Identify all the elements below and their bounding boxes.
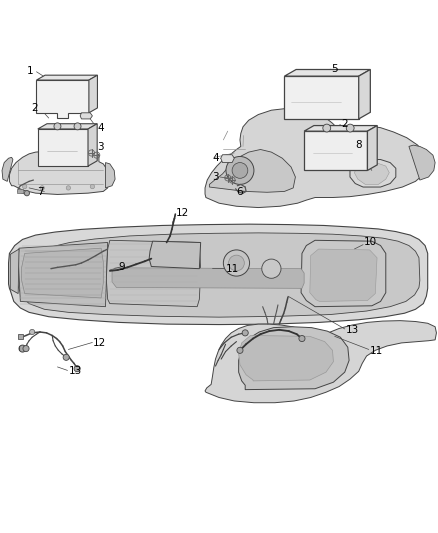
Text: 4: 4	[98, 123, 104, 133]
Polygon shape	[221, 155, 234, 163]
Polygon shape	[88, 124, 97, 166]
Polygon shape	[350, 159, 396, 187]
Polygon shape	[149, 241, 201, 269]
Circle shape	[232, 163, 248, 179]
Polygon shape	[304, 126, 377, 131]
Polygon shape	[10, 152, 108, 195]
Circle shape	[54, 123, 61, 130]
Polygon shape	[239, 335, 333, 381]
Circle shape	[226, 157, 254, 184]
Circle shape	[242, 330, 248, 336]
Circle shape	[29, 329, 35, 335]
Circle shape	[22, 184, 27, 189]
Circle shape	[66, 185, 71, 190]
Polygon shape	[18, 243, 108, 306]
Text: 7: 7	[37, 187, 43, 197]
Polygon shape	[17, 189, 23, 193]
Polygon shape	[89, 75, 97, 113]
Polygon shape	[409, 145, 435, 180]
Polygon shape	[106, 163, 115, 188]
Circle shape	[74, 366, 80, 372]
Polygon shape	[285, 76, 359, 119]
Polygon shape	[310, 249, 377, 302]
Polygon shape	[205, 321, 436, 403]
Polygon shape	[354, 164, 389, 184]
Polygon shape	[285, 69, 371, 76]
Polygon shape	[209, 149, 295, 192]
Text: 12: 12	[176, 208, 190, 218]
Circle shape	[23, 345, 29, 352]
Polygon shape	[11, 249, 19, 294]
Circle shape	[63, 354, 69, 360]
Text: 2: 2	[341, 119, 348, 129]
Circle shape	[19, 345, 26, 352]
Text: 6: 6	[237, 187, 243, 197]
Text: 11: 11	[226, 264, 239, 274]
Circle shape	[90, 184, 95, 189]
Text: 13: 13	[68, 366, 81, 376]
Text: 9: 9	[119, 262, 125, 272]
Polygon shape	[106, 240, 201, 306]
Polygon shape	[304, 131, 367, 171]
Polygon shape	[2, 157, 13, 181]
Polygon shape	[38, 129, 88, 166]
Polygon shape	[36, 80, 89, 118]
Polygon shape	[80, 113, 92, 119]
Polygon shape	[239, 327, 349, 390]
Circle shape	[229, 255, 244, 271]
Polygon shape	[301, 240, 386, 306]
Text: 12: 12	[93, 338, 106, 348]
Text: 4: 4	[212, 153, 219, 163]
Polygon shape	[36, 75, 97, 80]
Text: 3: 3	[212, 172, 219, 182]
Text: 8: 8	[355, 140, 362, 150]
Circle shape	[262, 259, 281, 278]
Circle shape	[346, 124, 354, 132]
Polygon shape	[18, 334, 23, 339]
Circle shape	[299, 335, 305, 342]
Text: 5: 5	[332, 64, 338, 74]
Polygon shape	[367, 126, 377, 171]
Circle shape	[24, 190, 29, 196]
Polygon shape	[21, 248, 103, 298]
Polygon shape	[9, 224, 427, 325]
Polygon shape	[17, 233, 420, 317]
Polygon shape	[112, 268, 304, 288]
Text: 1: 1	[27, 66, 33, 76]
Polygon shape	[359, 69, 371, 119]
Text: 3: 3	[97, 142, 103, 152]
Circle shape	[74, 123, 81, 130]
Circle shape	[40, 185, 44, 190]
Text: 10: 10	[364, 238, 377, 247]
Polygon shape	[205, 108, 426, 207]
Polygon shape	[38, 124, 97, 129]
Text: 13: 13	[346, 325, 359, 335]
Circle shape	[323, 124, 331, 132]
Circle shape	[237, 348, 243, 353]
Text: 11: 11	[370, 346, 383, 356]
Text: 2: 2	[31, 103, 38, 114]
Circle shape	[223, 250, 250, 276]
